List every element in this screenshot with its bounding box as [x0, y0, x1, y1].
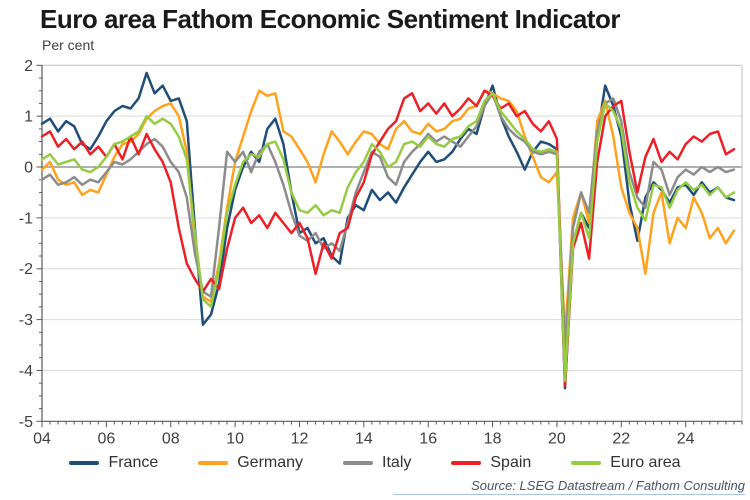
x-tick-label: 24 — [677, 430, 695, 447]
legend-label-euro-area: Euro area — [610, 454, 681, 471]
y-tick-label: -5 — [19, 414, 33, 431]
x-tick-label: 18 — [484, 430, 502, 447]
y-tick-label: 1 — [24, 109, 33, 126]
series-line-euro-area — [40, 92, 736, 382]
legend-label-germany: Germany — [237, 454, 304, 471]
legend-item-france: France — [69, 454, 158, 472]
x-tick-label: 12 — [291, 430, 309, 447]
x-tick-label: 08 — [162, 430, 180, 447]
legend-label-italy: Italy — [382, 454, 412, 471]
legend-swatch-italy — [343, 461, 374, 465]
legend-label-france: France — [108, 454, 159, 471]
chart-subtitle: Per cent — [42, 37, 95, 53]
x-tick-label: 04 — [33, 430, 51, 447]
x-tick-label: 22 — [612, 430, 630, 447]
legend-swatch-france — [69, 461, 100, 465]
legend: France Germany Italy Spain Euro area — [0, 454, 750, 472]
x-tick-label: 20 — [548, 430, 566, 447]
series-line-italy — [40, 92, 736, 352]
y-tick-label: -1 — [19, 210, 33, 227]
x-tick-label: 06 — [97, 430, 115, 447]
y-tick-label: -3 — [19, 312, 33, 329]
series-line-germany — [40, 89, 736, 337]
y-tick-label: -2 — [19, 261, 33, 278]
y-tick-label: -4 — [19, 363, 33, 380]
x-tick-label: 16 — [419, 430, 437, 447]
source-wrap: Source: LSEG Datastream / Fathom Consult… — [393, 477, 745, 495]
x-tick-label: 14 — [355, 430, 373, 447]
y-tick-label: 2 — [24, 58, 33, 75]
legend-item-spain: Spain — [451, 454, 531, 472]
series-line-france — [40, 71, 736, 390]
chart-title: Euro area Fathom Economic Sentiment Indi… — [40, 4, 620, 34]
source-credit: Source: LSEG Datastream / Fathom Consult… — [393, 478, 745, 495]
y-tick-label: 0 — [24, 160, 33, 177]
legend-swatch-spain — [451, 461, 482, 465]
legend-swatch-germany — [198, 461, 229, 465]
x-tick-label: 10 — [226, 430, 244, 447]
legend-item-euro-area: Euro area — [571, 454, 681, 472]
legend-swatch-euro-area — [571, 461, 602, 465]
legend-label-spain: Spain — [490, 454, 532, 471]
legend-item-italy: Italy — [343, 454, 411, 472]
series-line-spain — [40, 89, 736, 387]
legend-item-germany: Germany — [198, 454, 303, 472]
